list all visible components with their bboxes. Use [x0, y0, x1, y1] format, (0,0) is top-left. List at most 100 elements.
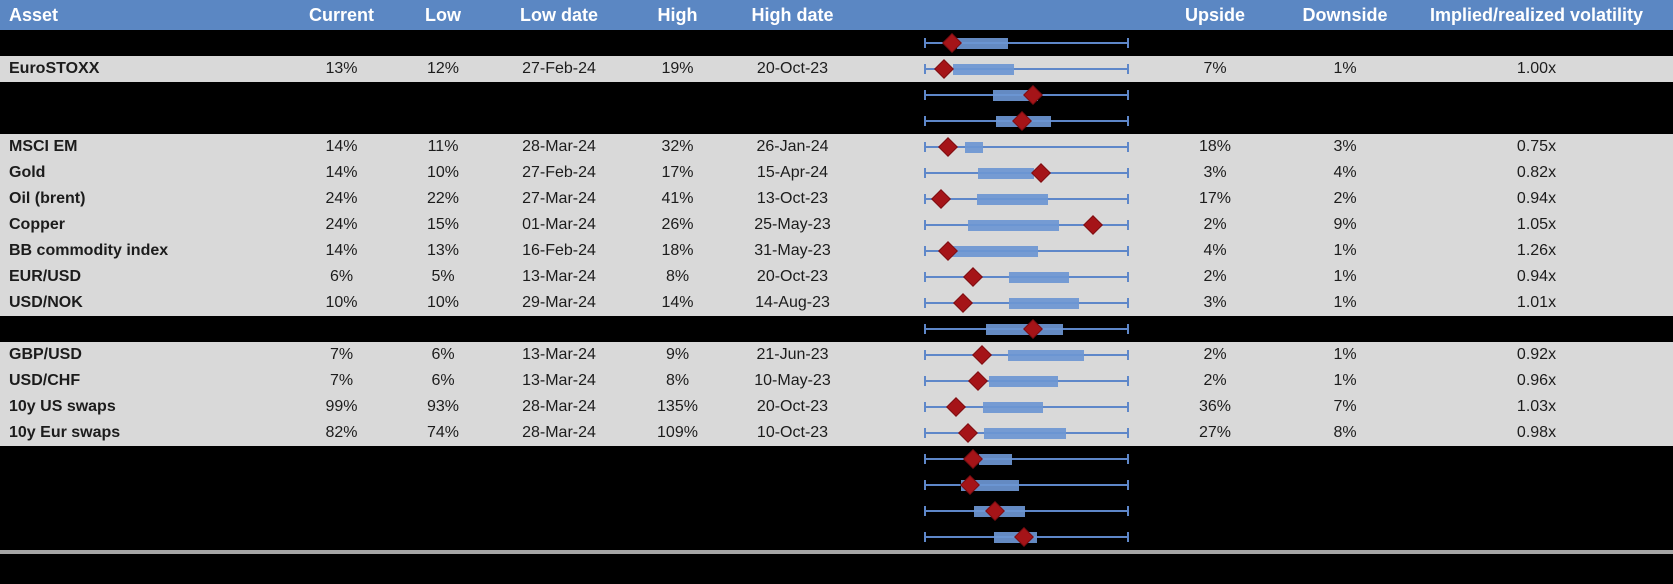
high-date-cell: 31-May-23 [754, 242, 831, 259]
range-chart-cell [850, 82, 1140, 108]
low-date-cell [498, 82, 620, 108]
low-cell: 5% [431, 268, 455, 285]
range-box [1008, 349, 1084, 361]
high-cell [620, 108, 735, 134]
implied-realized-cell: 0.82x [1516, 164, 1557, 181]
range-chart-cell [850, 342, 1140, 368]
high-cell: 18% [661, 242, 694, 259]
asset-cell: GBP/USD [9, 346, 82, 363]
high-cell: 14% [661, 294, 694, 311]
range-chart-cell [850, 212, 1140, 238]
implied-realized-cell [1400, 472, 1673, 498]
high-cell [620, 524, 735, 550]
whisker-cap-left [924, 350, 926, 360]
whisker-cap-left [924, 64, 926, 74]
implied-realized-cell: 0.94x [1516, 268, 1557, 285]
current-cell [295, 498, 388, 524]
diamond-marker-icon [953, 293, 973, 313]
high-date-cell: 25-May-23 [754, 216, 831, 233]
table-row: USD/CHF 7% 6% 13-Mar-24 8% 10-May-23 2% … [0, 368, 1673, 394]
implied-realized-cell: 1.03x [1516, 398, 1557, 415]
table-row: 10y Eur swaps 82% 74% 28-Mar-24 109% 10-… [0, 420, 1673, 446]
asset-cell: Oil (brent) [9, 190, 86, 207]
diamond-marker-icon [1083, 215, 1103, 235]
whisker-line [924, 484, 1129, 486]
downside-cell [1290, 82, 1400, 108]
asset-cell: EuroSTOXX [9, 60, 100, 77]
low-date-cell [498, 108, 620, 134]
low-cell [388, 30, 498, 56]
low-date-cell: 01-Mar-24 [522, 216, 596, 233]
current-cell: 10% [325, 294, 358, 311]
asset-cell [0, 316, 295, 342]
range-chart-cell [850, 134, 1140, 160]
current-cell: 99% [325, 398, 358, 415]
current-cell: 14% [325, 242, 358, 259]
downside-cell [1290, 316, 1400, 342]
redacted-row [0, 446, 1673, 472]
table-row: Oil (brent) 24% 22% 27-Mar-24 41% 13-Oct… [0, 186, 1673, 212]
whisker-cap-left [924, 324, 926, 334]
low-date-cell: 28-Mar-24 [522, 138, 596, 155]
table-row: EUR/USD 6% 5% 13-Mar-24 8% 20-Oct-23 2% … [0, 264, 1673, 290]
asset-cell: USD/NOK [9, 294, 83, 311]
low-cell: 74% [426, 424, 460, 441]
whisker-cap-right [1127, 454, 1129, 464]
range-boxplot [924, 524, 1129, 550]
range-chart-cell [850, 524, 1140, 550]
diamond-marker-icon [1031, 163, 1051, 183]
low-cell: 12% [426, 60, 460, 77]
whisker-cap-left [924, 142, 926, 152]
whisker-cap-left [924, 454, 926, 464]
whisker-line [924, 68, 1129, 70]
current-cell: 24% [325, 216, 358, 233]
current-cell [295, 30, 388, 56]
downside-cell: 1% [1333, 294, 1357, 311]
high-date-cell [735, 498, 850, 524]
whisker-cap-right [1127, 428, 1129, 438]
whisker-cap-left [924, 506, 926, 516]
current-cell [295, 82, 388, 108]
diamond-marker-icon [946, 397, 966, 417]
range-boxplot [924, 290, 1129, 316]
current-cell: 6% [329, 268, 354, 285]
implied-realized-cell [1400, 524, 1673, 550]
range-boxplot [924, 446, 1129, 472]
table-row: EuroSTOXX 13% 12% 27-Feb-24 19% 20-Oct-2… [0, 56, 1673, 82]
range-boxplot [924, 134, 1129, 160]
range-boxplot [924, 342, 1129, 368]
range-boxplot [924, 316, 1129, 342]
low-date-cell: 27-Mar-24 [522, 190, 596, 207]
high-cell: 8% [665, 268, 690, 285]
whisker-cap-left [924, 298, 926, 308]
low-cell: 10% [426, 294, 460, 311]
low-cell: 6% [431, 346, 455, 363]
high-cell [620, 446, 735, 472]
downside-cell: 1% [1333, 372, 1357, 389]
current-cell: 14% [325, 164, 358, 181]
asset-cell: Copper [9, 216, 65, 233]
low-cell [388, 524, 498, 550]
current-cell: 7% [329, 372, 354, 389]
upside-cell [1140, 108, 1290, 134]
high-date-cell: 20-Oct-23 [756, 268, 829, 285]
range-box [960, 479, 1019, 491]
column-header-high-date: High date [751, 4, 834, 25]
low-date-cell: 27-Feb-24 [522, 60, 596, 77]
implied-realized-cell: 1.01x [1516, 294, 1557, 311]
current-cell: 24% [325, 190, 358, 207]
redacted-row [0, 30, 1673, 56]
low-date-cell: 13-Mar-24 [522, 372, 596, 389]
range-boxplot [924, 186, 1129, 212]
whisker-cap-right [1127, 246, 1129, 256]
whisker-cap-right [1127, 506, 1129, 516]
range-boxplot [924, 264, 1129, 290]
column-header-low: Low [425, 4, 461, 25]
diamond-marker-icon [963, 449, 983, 469]
low-date-cell [498, 30, 620, 56]
upside-cell [1140, 446, 1290, 472]
whisker-cap-left [924, 376, 926, 386]
whisker-cap-right [1127, 324, 1129, 334]
high-cell: 41% [661, 190, 694, 207]
whisker-line [924, 146, 1129, 148]
